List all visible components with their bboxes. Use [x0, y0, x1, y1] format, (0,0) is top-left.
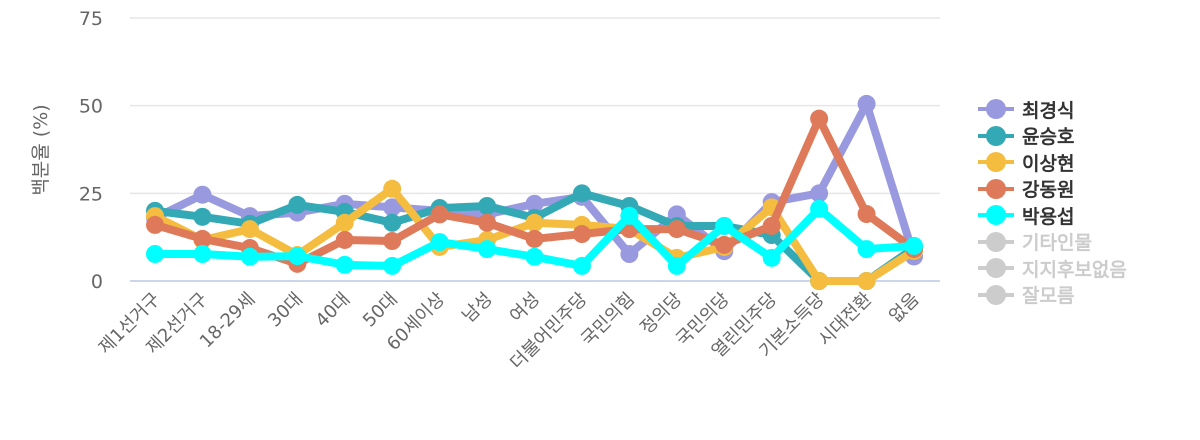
data-point[interactable]: [193, 185, 212, 204]
legend-item[interactable]: 잘모름: [978, 282, 1127, 309]
legend-item[interactable]: 강동원: [978, 176, 1127, 203]
data-point[interactable]: [810, 272, 829, 290]
legend-item[interactable]: 최경식: [978, 96, 1127, 123]
data-point[interactable]: [857, 94, 876, 113]
data-point[interactable]: [667, 220, 686, 239]
y-tick-label: 0: [91, 271, 103, 293]
legend-marker-icon: [978, 231, 1014, 252]
y-tick-label: 25: [79, 183, 103, 205]
data-point[interactable]: [857, 240, 876, 259]
data-point[interactable]: [383, 179, 402, 198]
data-point[interactable]: [383, 256, 402, 275]
legend-marker-icon: [978, 99, 1014, 120]
data-point[interactable]: [572, 184, 591, 203]
data-point[interactable]: [525, 229, 544, 248]
data-point[interactable]: [905, 236, 923, 255]
data-point[interactable]: [857, 272, 876, 290]
data-point[interactable]: [335, 213, 354, 232]
data-point[interactable]: [810, 109, 829, 128]
legend-label: 윤승호: [1022, 126, 1075, 149]
legend-item[interactable]: 박용섭: [978, 202, 1127, 229]
legend-item[interactable]: 윤승호: [978, 123, 1127, 150]
legend-item[interactable]: 이상현: [978, 149, 1127, 176]
data-point[interactable]: [525, 247, 544, 266]
data-point[interactable]: [810, 184, 829, 203]
data-point[interactable]: [430, 205, 449, 224]
x-tick-label: 국민의힘: [577, 289, 639, 351]
data-point[interactable]: [335, 230, 354, 249]
data-point[interactable]: [383, 232, 402, 251]
data-point[interactable]: [193, 207, 212, 226]
legend-marker-icon: [978, 205, 1014, 226]
legend-marker-icon: [978, 284, 1014, 305]
data-point[interactable]: [335, 255, 354, 274]
legend-label: 이상현: [1022, 152, 1075, 175]
data-point[interactable]: [193, 244, 212, 263]
legend-label: 강동원: [1022, 179, 1075, 202]
y-axis-label: 백분율 (%): [30, 104, 52, 195]
y-tick-label: 75: [79, 8, 103, 30]
data-point[interactable]: [762, 216, 781, 235]
legend-label: 잘모름: [1022, 285, 1075, 308]
data-point[interactable]: [288, 195, 307, 214]
legend-label: 최경식: [1022, 99, 1075, 122]
data-point[interactable]: [240, 220, 259, 239]
data-point[interactable]: [620, 244, 639, 263]
data-point[interactable]: [146, 244, 164, 263]
legend-item[interactable]: 기타인물: [978, 229, 1127, 256]
legend-marker-icon: [978, 152, 1014, 173]
data-point[interactable]: [572, 225, 591, 244]
legend-marker-icon: [978, 178, 1014, 199]
data-point[interactable]: [383, 198, 402, 217]
legend-marker-icon: [978, 258, 1014, 279]
data-point[interactable]: [478, 240, 497, 259]
legend-marker-icon: [978, 125, 1014, 146]
legend-label: 박용섭: [1022, 205, 1075, 228]
data-point[interactable]: [620, 206, 639, 225]
data-point[interactable]: [857, 205, 876, 224]
data-point[interactable]: [715, 235, 734, 254]
data-point[interactable]: [146, 215, 164, 234]
legend-label: 지지후보없음: [1022, 258, 1127, 281]
data-point[interactable]: [572, 256, 591, 275]
data-point[interactable]: [525, 213, 544, 232]
data-point[interactable]: [667, 256, 686, 275]
x-tick-label: 40대: [312, 289, 355, 332]
x-tick-label: 30대: [264, 289, 307, 332]
data-point[interactable]: [383, 213, 402, 232]
data-point[interactable]: [810, 199, 829, 218]
series-박용섭[interactable]: [146, 199, 923, 275]
x-tick-label: 여성: [506, 289, 544, 327]
data-point[interactable]: [193, 229, 212, 248]
data-point[interactable]: [762, 248, 781, 267]
data-point[interactable]: [430, 233, 449, 252]
x-tick-label: 50대: [359, 289, 402, 332]
x-tick-label: 남성: [458, 289, 496, 327]
data-point[interactable]: [478, 213, 497, 232]
data-point[interactable]: [525, 194, 544, 213]
y-tick-label: 50: [79, 96, 103, 118]
data-point[interactable]: [715, 216, 734, 235]
x-tick-label: 시대전환: [814, 289, 876, 351]
legend-item[interactable]: 지지후보없음: [978, 255, 1127, 282]
data-point[interactable]: [478, 196, 497, 215]
data-point[interactable]: [240, 247, 259, 266]
data-point[interactable]: [288, 247, 307, 266]
legend-label: 기타인물: [1022, 232, 1092, 255]
x-tick-label: 없음: [885, 289, 923, 327]
